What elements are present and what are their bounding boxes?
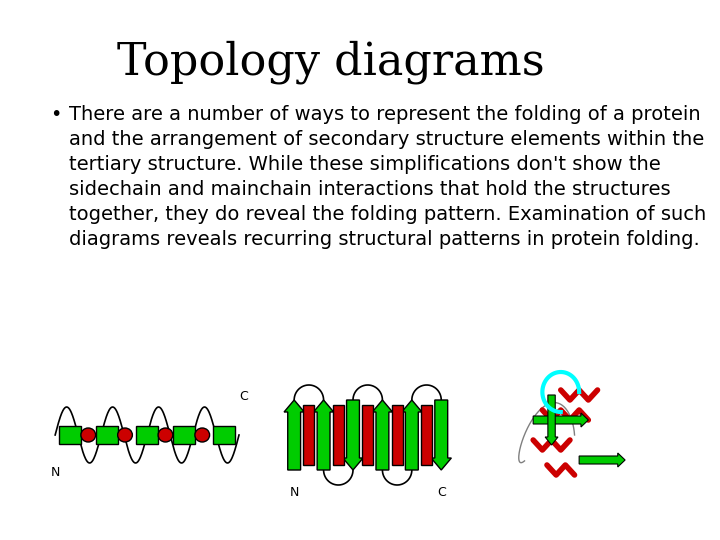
- Text: N: N: [289, 487, 299, 500]
- FancyBboxPatch shape: [333, 405, 344, 465]
- FancyBboxPatch shape: [303, 405, 315, 465]
- Ellipse shape: [117, 428, 132, 442]
- FancyArrow shape: [343, 400, 363, 470]
- Text: •: •: [50, 105, 62, 124]
- Ellipse shape: [158, 428, 173, 442]
- FancyArrow shape: [402, 400, 422, 470]
- FancyArrow shape: [579, 453, 625, 467]
- FancyBboxPatch shape: [136, 426, 158, 444]
- Text: C: C: [437, 487, 446, 500]
- FancyBboxPatch shape: [213, 426, 235, 444]
- FancyArrow shape: [284, 400, 305, 470]
- FancyArrow shape: [313, 400, 333, 470]
- FancyBboxPatch shape: [392, 405, 402, 465]
- FancyArrow shape: [431, 400, 451, 470]
- Ellipse shape: [81, 428, 96, 442]
- FancyBboxPatch shape: [96, 426, 117, 444]
- FancyArrow shape: [372, 400, 392, 470]
- Text: N: N: [50, 467, 60, 480]
- FancyBboxPatch shape: [59, 426, 81, 444]
- FancyBboxPatch shape: [173, 426, 195, 444]
- Text: Topology diagrams: Topology diagrams: [117, 40, 545, 84]
- Text: There are a number of ways to represent the folding of a protein and the arrange: There are a number of ways to represent …: [69, 105, 706, 249]
- FancyArrow shape: [534, 413, 588, 427]
- Ellipse shape: [195, 428, 210, 442]
- FancyBboxPatch shape: [362, 405, 373, 465]
- Text: C: C: [239, 390, 248, 403]
- FancyArrow shape: [545, 395, 558, 445]
- FancyBboxPatch shape: [421, 405, 432, 465]
